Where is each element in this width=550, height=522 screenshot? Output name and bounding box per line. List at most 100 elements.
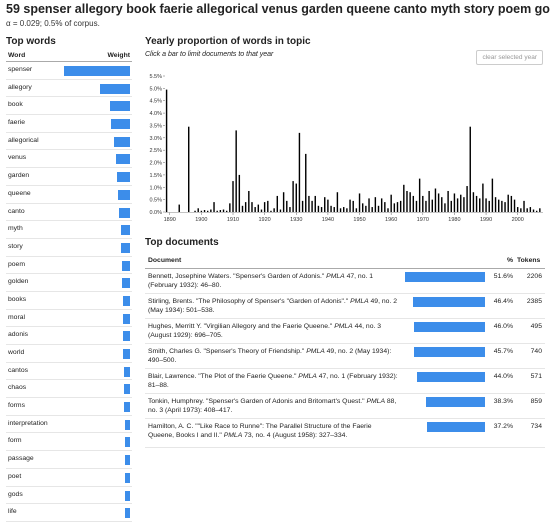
year-bar[interactable]	[286, 200, 288, 212]
year-bar[interactable]	[257, 204, 260, 212]
year-bar[interactable]	[523, 200, 525, 212]
year-bar[interactable]	[213, 202, 215, 212]
document-citation[interactable]: Tonkin, Humphrey. "Spenser's Garden of A…	[148, 397, 398, 415]
word-label[interactable]: gods	[8, 490, 23, 498]
year-bar[interactable]	[488, 200, 490, 212]
document-citation[interactable]: Hamilton, A. C. ""Like Race to Runne": T…	[148, 422, 398, 440]
year-bar[interactable]	[225, 210, 228, 212]
word-row[interactable]: form	[6, 433, 132, 452]
word-label[interactable]: myth	[8, 225, 23, 233]
word-row[interactable]: faerie	[6, 115, 132, 133]
year-bar[interactable]	[510, 195, 513, 212]
year-bar[interactable]	[504, 202, 506, 212]
year-bar[interactable]	[494, 197, 497, 212]
year-bar[interactable]	[365, 205, 367, 212]
year-bar[interactable]	[267, 200, 269, 212]
year-bar[interactable]	[377, 205, 380, 212]
year-bar[interactable]	[203, 210, 206, 212]
year-bar[interactable]	[532, 209, 535, 212]
word-label[interactable]: interpretation	[8, 419, 48, 427]
year-bar[interactable]	[311, 200, 313, 212]
year-bar[interactable]	[241, 205, 244, 212]
document-citation[interactable]: Bennett, Josephine Waters. "Spenser's Ga…	[148, 272, 398, 290]
year-bar[interactable]	[352, 200, 354, 212]
year-bar[interactable]	[428, 190, 430, 212]
word-row[interactable]: forms	[6, 398, 132, 416]
year-bar[interactable]	[425, 200, 427, 212]
year-bar[interactable]	[165, 89, 168, 212]
document-citation[interactable]: Smith, Charles G. "Spenser's Theory of F…	[148, 347, 398, 365]
word-label[interactable]: canto	[8, 207, 25, 215]
word-label[interactable]: moral	[8, 313, 25, 321]
word-row[interactable]: book	[6, 97, 132, 116]
word-label[interactable]: cantos	[8, 366, 29, 374]
year-bar[interactable]	[219, 210, 222, 212]
year-bar[interactable]	[346, 208, 348, 212]
word-label[interactable]: story	[8, 242, 23, 250]
word-row[interactable]: golden	[6, 274, 132, 292]
word-row[interactable]: interpretation	[6, 416, 132, 434]
year-bar[interactable]	[485, 198, 487, 212]
year-bar[interactable]	[469, 126, 471, 212]
word-label[interactable]: adonis	[8, 331, 29, 339]
year-bar[interactable]	[437, 193, 440, 212]
year-bar[interactable]	[501, 200, 503, 212]
year-bar[interactable]	[529, 207, 532, 212]
word-label[interactable]: poem	[8, 260, 26, 268]
year-bar[interactable]	[244, 202, 247, 212]
year-bar[interactable]	[358, 193, 361, 212]
word-row[interactable]: poem	[6, 257, 132, 275]
word-label[interactable]: garden	[8, 172, 30, 180]
year-bar[interactable]	[317, 205, 320, 212]
year-bar[interactable]	[466, 186, 468, 212]
word-row[interactable]: adonis	[6, 327, 132, 345]
document-row[interactable]: Hughes, Merritt Y. "Virgilian Allegory a…	[145, 319, 545, 344]
word-label[interactable]: forms	[8, 402, 25, 410]
year-bar[interactable]	[441, 197, 443, 212]
year-bar[interactable]	[343, 207, 345, 212]
year-bar[interactable]	[282, 192, 285, 212]
year-bar[interactable]	[456, 198, 459, 212]
year-bar[interactable]	[254, 207, 256, 212]
word-label[interactable]: poet	[8, 472, 22, 480]
year-bar[interactable]	[460, 194, 462, 212]
year-bar[interactable]	[349, 199, 351, 212]
word-row[interactable]: venus	[6, 150, 132, 169]
year-bar[interactable]	[301, 200, 304, 212]
word-label[interactable]: faerie	[8, 119, 26, 127]
year-bar[interactable]	[507, 194, 509, 212]
document-row[interactable]: Blair, Lawrence. "The Plot of the Faerie…	[145, 369, 545, 394]
year-bar[interactable]	[498, 199, 500, 212]
word-label[interactable]: spenser	[8, 66, 33, 73]
year-bar[interactable]	[513, 199, 516, 212]
year-bar[interactable]	[475, 195, 478, 212]
year-bar[interactable]	[453, 193, 456, 212]
word-label[interactable]: passage	[8, 455, 34, 463]
year-bar[interactable]	[197, 208, 199, 212]
document-citation[interactable]: Blair, Lawrence. "The Plot of the Faerie…	[148, 372, 398, 390]
year-bar[interactable]	[200, 210, 203, 212]
word-label[interactable]: golden	[8, 278, 29, 286]
year-bar[interactable]	[371, 207, 373, 212]
word-row[interactable]: gods	[6, 487, 132, 505]
year-bar[interactable]	[526, 208, 528, 212]
year-bar[interactable]	[327, 199, 329, 212]
word-row[interactable]: passage	[6, 451, 132, 469]
year-bar[interactable]	[539, 208, 541, 212]
year-bar[interactable]	[384, 202, 386, 212]
year-bar[interactable]	[390, 194, 392, 212]
year-bar[interactable]	[368, 198, 370, 212]
word-row[interactable]: moral	[6, 310, 132, 328]
year-bar[interactable]	[491, 178, 494, 212]
year-bar[interactable]	[393, 203, 396, 212]
year-bar[interactable]	[292, 181, 294, 212]
yearly-proportion-chart[interactable]: 0.0% 0.5% 1.0% 1.5% 2.0% 2.5% 3.0% 3.5% 4.0% 4.5%…	[145, 70, 545, 230]
year-bar[interactable]	[222, 209, 225, 212]
year-bar[interactable]	[399, 200, 402, 212]
document-row[interactable]: Bennett, Josephine Waters. "Spenser's Ga…	[145, 269, 545, 294]
word-row[interactable]: queene	[6, 186, 132, 204]
year-bar[interactable]	[415, 200, 418, 212]
year-bar[interactable]	[450, 200, 452, 212]
word-label[interactable]: book	[8, 101, 23, 109]
year-bar[interactable]	[361, 203, 364, 212]
